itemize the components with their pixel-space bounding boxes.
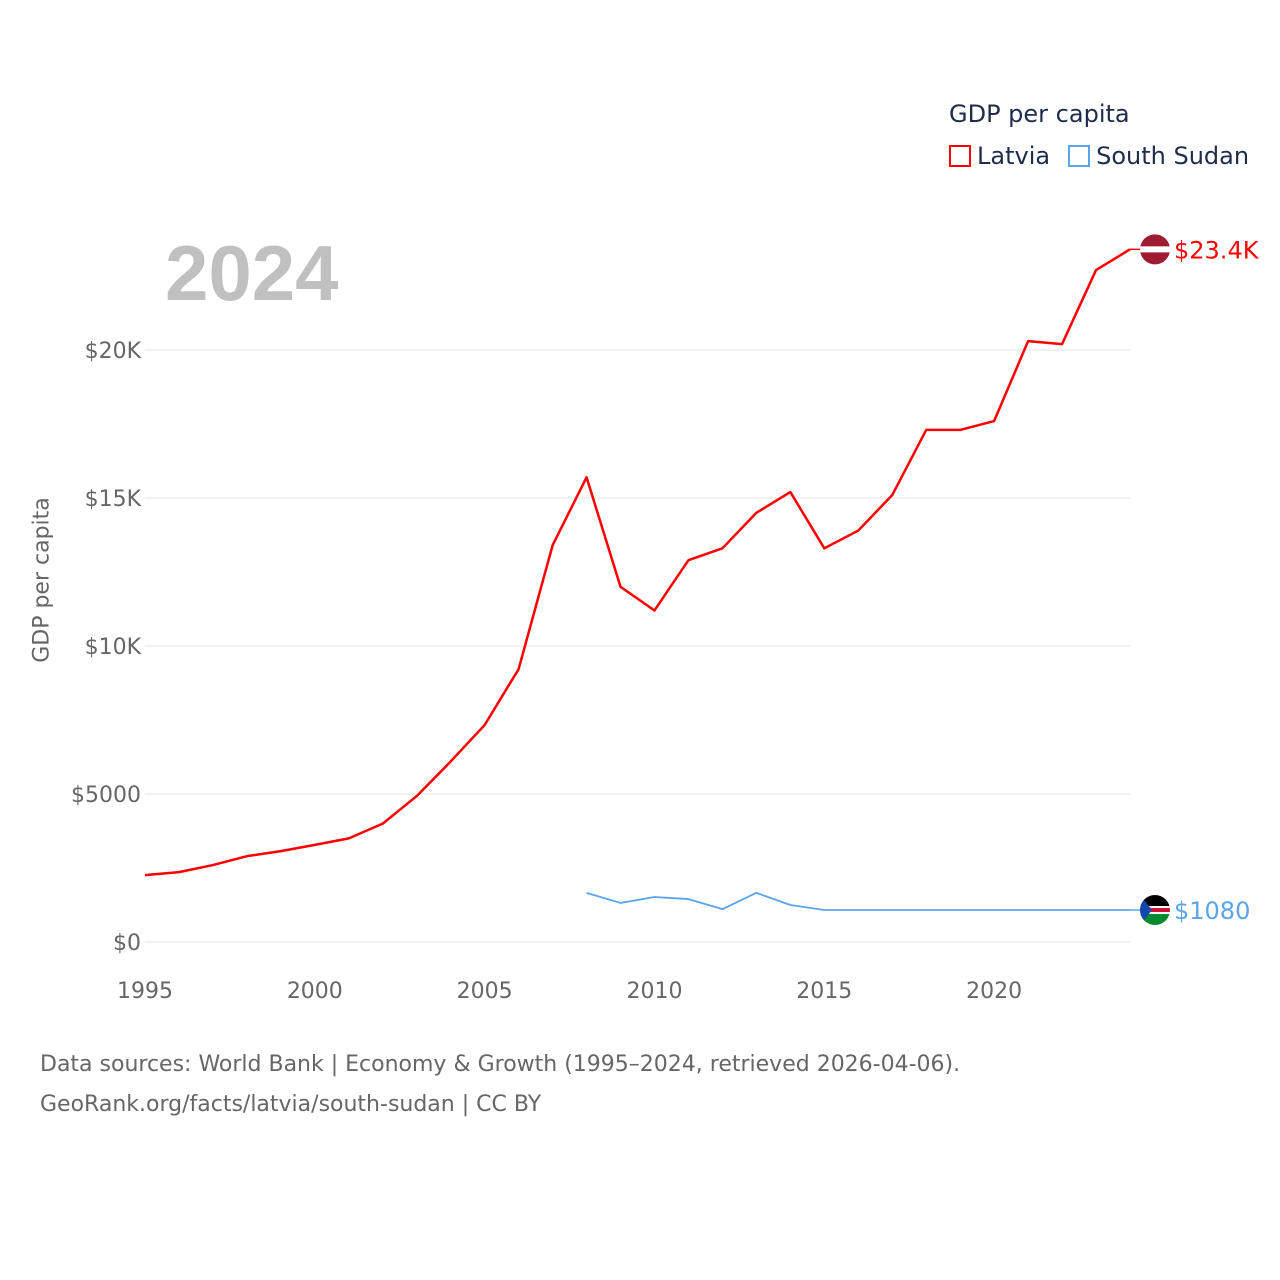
end-value-label: $23.4K — [1174, 236, 1260, 264]
y-axis-label: GDP per capita — [29, 497, 55, 663]
x-tick-label: 2020 — [966, 979, 1022, 1004]
source-link[interactable]: GeoRank.org/facts/latvia/south-sudan | C… — [40, 1092, 542, 1117]
y-tick-label: $5000 — [71, 783, 141, 808]
y-tick-label: $20K — [85, 339, 142, 364]
x-tick-label: 2005 — [457, 979, 513, 1004]
end-value-label: $1080 — [1174, 897, 1250, 925]
x-tick-label: 2000 — [287, 979, 343, 1004]
legend-swatch-south-sudan — [1068, 145, 1091, 167]
data-sources: Data sources: World Bank | Economy & Gro… — [40, 1052, 961, 1077]
legend-label-latvia: Latvia — [977, 142, 1051, 170]
south-sudan-flag-icon — [1140, 895, 1170, 926]
legend-item-south-sudan[interactable]: South Sudan — [1068, 142, 1249, 170]
series-line-latvia — [144, 248, 1131, 877]
y-tick-label: $15K — [85, 487, 142, 512]
latvia-flag-stripe — [1140, 246, 1170, 253]
year-label: 2024 — [165, 229, 339, 317]
x-tick-label: 2010 — [626, 979, 682, 1004]
legend-title: GDP per capita — [949, 100, 1130, 128]
legend: Latvia South Sudan — [949, 142, 1249, 170]
legend-swatch-latvia — [949, 145, 971, 167]
y-tick-label: $10K — [85, 635, 142, 660]
series-line-south-sudan — [586, 891, 1130, 911]
x-tick-label: 2015 — [796, 979, 852, 1004]
footer: Data sources: World Bank | Economy & Gro… — [40, 1045, 960, 1125]
legend-item-latvia[interactable]: Latvia — [949, 142, 1050, 170]
y-tick-label: $0 — [113, 931, 141, 956]
x-tick-label: 1995 — [117, 979, 173, 1004]
legend-label-south-sudan: South Sudan — [1096, 142, 1250, 170]
